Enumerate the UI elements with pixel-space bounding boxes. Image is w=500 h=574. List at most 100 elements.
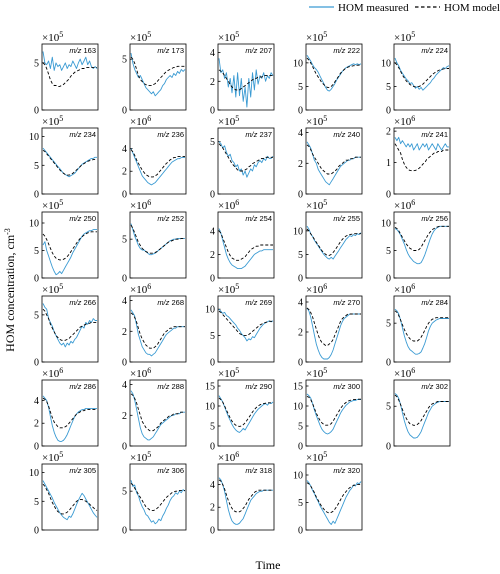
y-tick-label: 5 [386, 402, 391, 413]
scale-exponent-base: ×10 [130, 452, 148, 464]
series-measured-line [130, 53, 186, 97]
mz-value: 306 [171, 466, 184, 475]
y-axis-label-text: HOM concentration, cm [3, 234, 17, 352]
mz-value: 270 [347, 298, 360, 307]
scale-exponent: ×105 [306, 30, 327, 44]
panel-axes-box [217, 211, 275, 279]
mz-label: m/z 302 [421, 382, 448, 391]
panel-axes-box [393, 295, 451, 363]
mz-value: 207 [259, 46, 272, 55]
mz-value: 250 [83, 214, 96, 223]
y-tick-label: 2 [210, 77, 215, 88]
scale-exponent-base: ×10 [394, 32, 412, 44]
series-modelled-line [130, 393, 185, 432]
y-tick-label: 10 [205, 402, 215, 413]
y-tick-label: 0 [122, 526, 127, 537]
scale-exponent: ×105 [42, 450, 63, 464]
mz-label: m/z 237 [245, 130, 272, 139]
scale-exponent-base: ×10 [306, 32, 324, 44]
y-tick-label: 10 [29, 219, 39, 230]
scale-exponent-power: 5 [235, 282, 239, 291]
mz-prefix: m/z [69, 382, 83, 391]
mz-prefix: m/z [157, 382, 171, 391]
y-tick-label: 2 [298, 159, 303, 170]
y-tick-label: 5 [210, 422, 215, 433]
y-tick-label: 10 [381, 219, 391, 230]
y-axis-label-sup: -3 [3, 228, 12, 235]
scale-exponent: ×105 [218, 282, 239, 296]
legend-modelled-label: HOM modelled [444, 2, 500, 14]
y-tick-label: 5 [386, 319, 391, 330]
panel-axes-box [217, 379, 275, 447]
series-modelled-line [394, 394, 449, 426]
scale-exponent-base: ×10 [42, 200, 60, 212]
mz-value: 284 [435, 298, 448, 307]
y-tick-label: 0 [210, 274, 215, 285]
panel-axes-box [41, 379, 99, 447]
mz-label: m/z 224 [421, 46, 448, 55]
scale-exponent: ×106 [394, 198, 415, 212]
series-measured-line [394, 225, 449, 265]
series-measured-line [130, 390, 185, 441]
y-tick-label: 2 [210, 503, 215, 514]
series-measured-line [306, 393, 361, 435]
scale-exponent-power: 5 [147, 450, 151, 459]
mz-prefix: m/z [421, 130, 435, 139]
panel-m-z-254: 0 2 4 ×106 m/z 254 [210, 198, 275, 285]
y-tick-label: 5 [34, 310, 39, 321]
y-tick-label: 5 [122, 55, 127, 66]
y-tick-label: 0 [34, 190, 39, 201]
y-tick-label: 0 [34, 274, 39, 285]
mz-label: m/z 256 [421, 214, 448, 223]
mz-prefix: m/z [421, 46, 435, 55]
y-tick-label: 0 [298, 358, 303, 369]
scale-exponent-base: ×10 [394, 284, 412, 296]
scale-exponent-base: ×10 [42, 116, 60, 128]
scale-exponent-base: ×10 [394, 368, 412, 380]
mz-label: m/z 234 [69, 130, 96, 139]
scale-exponent: ×105 [218, 30, 239, 44]
mz-value: 318 [259, 466, 272, 475]
scale-exponent-base: ×10 [218, 368, 236, 380]
y-tick-label: 0 [122, 274, 127, 285]
y-tick-label: 0 [122, 358, 127, 369]
mz-prefix: m/z [333, 130, 347, 139]
y-tick-label: 0 [122, 190, 127, 201]
scale-exponent-power: 6 [411, 114, 415, 123]
mz-value: 305 [83, 466, 96, 475]
mz-value: 252 [171, 214, 184, 223]
mz-value: 255 [347, 214, 360, 223]
scale-exponent: ×105 [306, 366, 327, 380]
panel-m-z-286: 0 2 4 ×106 m/z 286 [34, 366, 99, 453]
y-tick-label: 4 [210, 226, 215, 237]
scale-exponent-base: ×10 [218, 116, 236, 128]
panel-m-z-237: 0 5×105 m/z 237 [210, 114, 275, 201]
scale-exponent: ×106 [130, 114, 151, 128]
y-tick-label: 4 [298, 128, 303, 139]
mz-value: 173 [171, 46, 184, 55]
panel-m-z-318: 0 2 4 ×106 m/z 318 [210, 450, 275, 537]
mz-prefix: m/z [69, 466, 83, 475]
y-tick-label: 5 [386, 246, 391, 257]
series-modelled-line [42, 62, 97, 87]
y-tick-label: 0 [122, 106, 127, 117]
legend: HOM measured HOM modelled [309, 2, 500, 14]
mz-label: m/z 173 [157, 46, 184, 55]
mz-prefix: m/z [333, 382, 347, 391]
series-modelled-line [306, 57, 361, 88]
mz-prefix: m/z [245, 298, 259, 307]
scale-exponent-base: ×10 [218, 32, 236, 44]
y-tick-label: 0 [298, 190, 303, 201]
scale-exponent-base: ×10 [394, 116, 412, 128]
mz-value: 254 [259, 214, 272, 223]
y-tick-label: 0 [210, 190, 215, 201]
scale-exponent-base: ×10 [394, 200, 412, 212]
y-axis-label: HOM concentration, cm-3 [3, 228, 17, 352]
scale-exponent-power: 5 [323, 198, 327, 207]
series-measured-line [218, 477, 273, 525]
